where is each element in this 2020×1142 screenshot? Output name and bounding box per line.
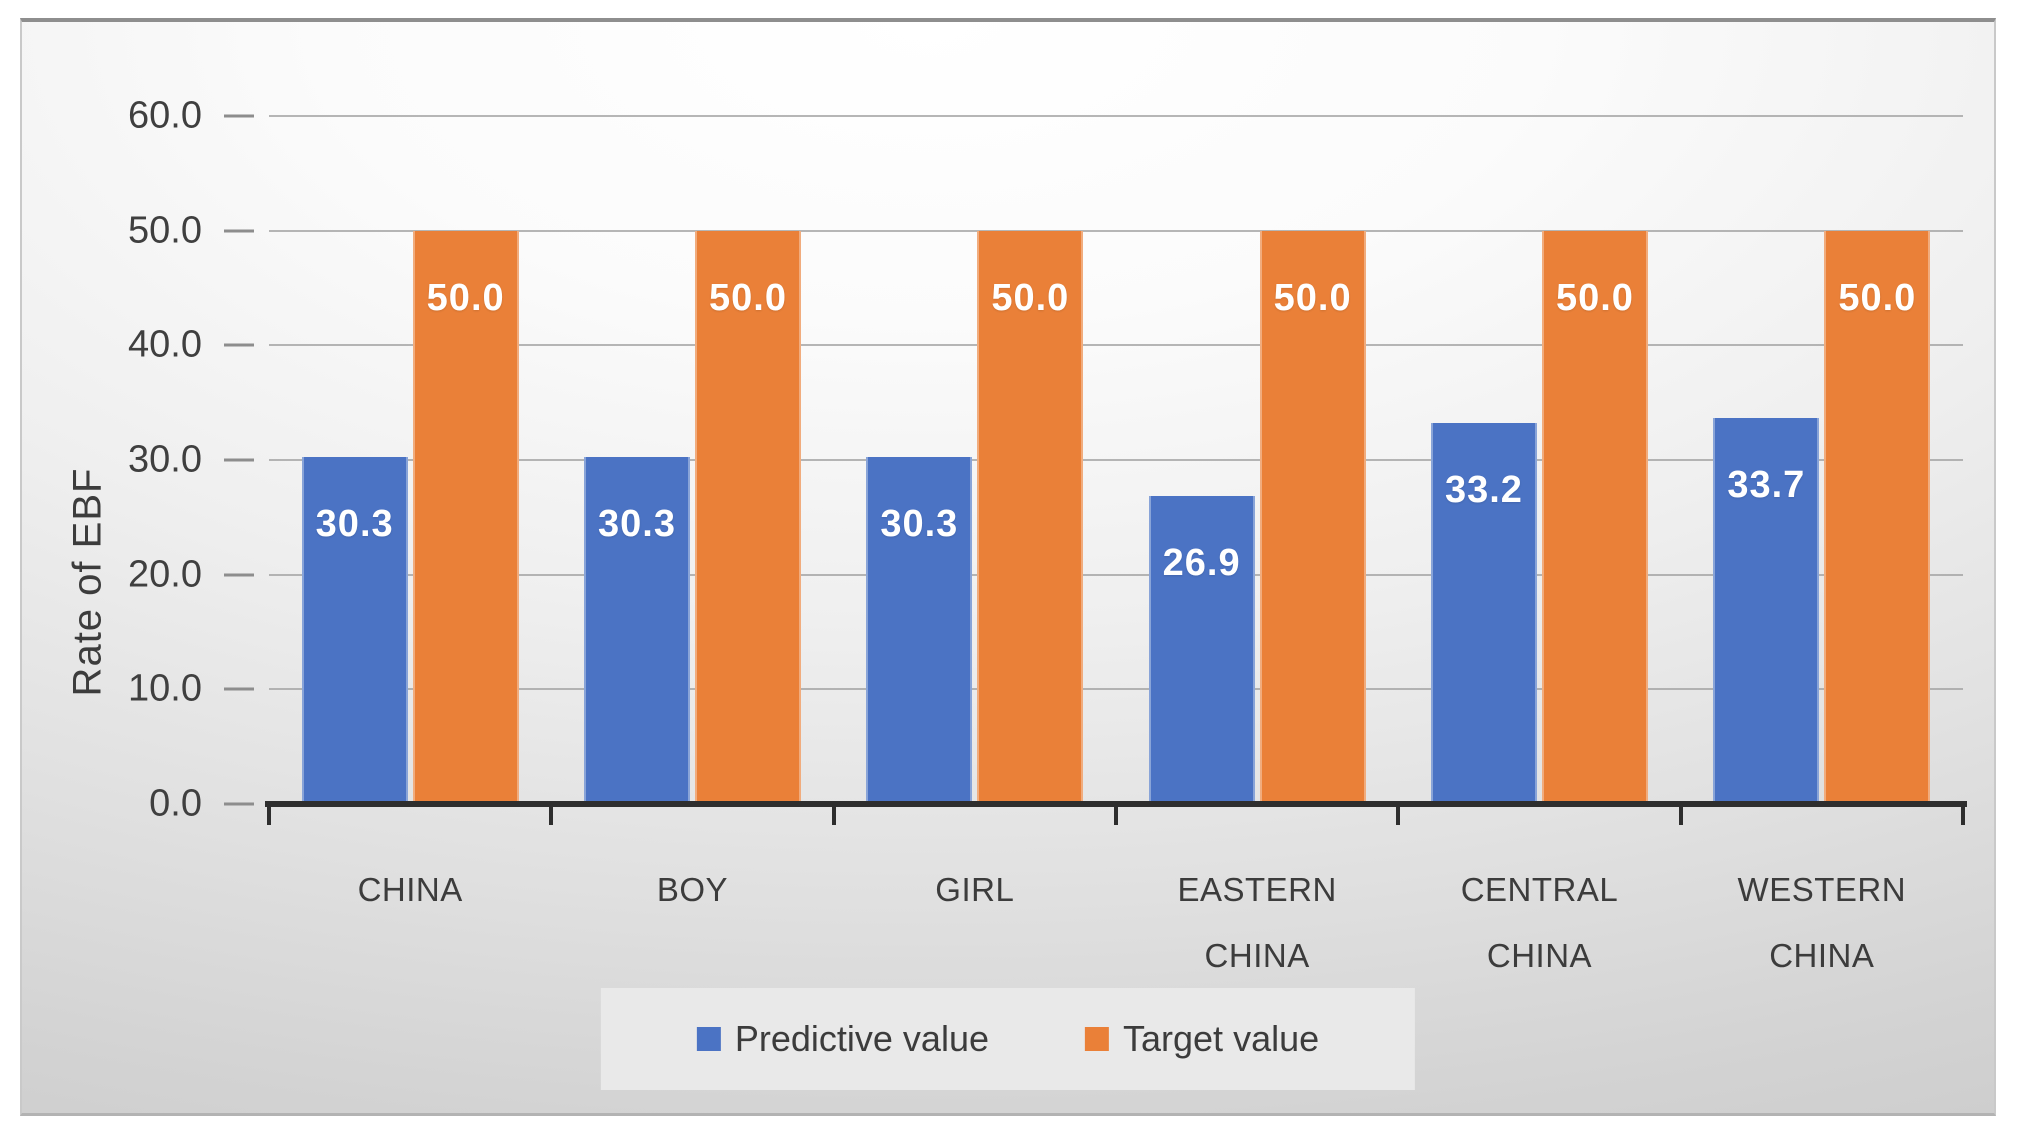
x-category-label-western-china: WESTERN CHINA [1681, 857, 1963, 989]
bar-predictive-value-eastern-china: 26.9 [1148, 495, 1255, 804]
gridline [269, 459, 1963, 461]
bar-value-label: 30.3 [315, 502, 394, 545]
legend-label-predictive-value: Predictive value [734, 1018, 990, 1059]
y-axis-tick-mark [224, 458, 254, 462]
bar-predictive-value-western-china: 33.7 [1713, 417, 1820, 804]
x-category-label-text: GIRL [935, 871, 1015, 908]
x-axis [265, 801, 1967, 827]
y-tick-label: 10.0 [128, 667, 202, 710]
chart-legend: Predictive value Target value [600, 988, 1416, 1090]
y-axis-tick-labels: 0.0 10.0 20.0 30.0 40.0 50.0 60.0 [50, 95, 202, 825]
bar-group-china: 30.3 50.0 [269, 116, 551, 804]
bar-predictive-value-girl: 30.3 [866, 456, 973, 804]
x-axis-category-labels: CHINA BOY GIRL EASTERN CHINA CENTRAL CHINA WE… [269, 857, 1963, 989]
bar-value-label: 50.0 [426, 276, 505, 319]
x-category-label-text: CHINA [357, 871, 463, 908]
bar-value-label: 50.0 [1555, 276, 1634, 319]
legend-label-target-value: Target value [1123, 1018, 1320, 1059]
y-tick-label: 60.0 [128, 94, 202, 137]
legend-swatch-predictive-value [696, 1027, 721, 1051]
x-axis-tick-mark [549, 805, 554, 825]
gridline [269, 229, 1963, 232]
bar-target-value-china: 50.0 [412, 230, 519, 804]
bar-group-boy: 30.3 50.0 [551, 116, 833, 804]
y-tick-label: 30.0 [128, 438, 202, 481]
x-axis-tick-mark [1396, 805, 1401, 825]
bar-value-label: 30.3 [598, 502, 676, 545]
x-axis-tick-mark [1961, 805, 1965, 825]
x-axis-tick-mark [831, 805, 836, 825]
bar-predictive-value-china: 30.3 [301, 456, 408, 804]
y-tick-label: 50.0 [128, 209, 202, 252]
x-axis-line [265, 801, 1967, 807]
legend-item-target-value: Target value [1085, 1018, 1319, 1060]
legend-swatch-target-value [1085, 1027, 1110, 1051]
bar-groups: 30.3 50.0 30.3 50.0 30.3 50.0 26.9 50.0 33.2 50.0… [269, 116, 1963, 804]
x-category-label-text: BOY [656, 871, 729, 908]
x-category-label-boy: BOY [551, 857, 833, 989]
y-axis-tick-marks [224, 114, 254, 806]
y-axis-tick-mark [224, 802, 254, 806]
bar-group-western-china: 33.7 50.0 [1681, 116, 1963, 804]
bar-value-label: 33.7 [1727, 463, 1806, 506]
bar-group-central-china: 33.2 50.0 [1398, 116, 1680, 804]
bar-value-label: 50.0 [1273, 276, 1352, 319]
y-tick-label: 0.0 [149, 782, 202, 825]
y-axis-tick-mark [224, 114, 254, 118]
legend-item-predictive-value: Predictive value [696, 1018, 990, 1060]
x-axis-tick-mark [267, 805, 271, 825]
bar-value-label: 33.2 [1444, 469, 1523, 512]
bar-value-label: 50.0 [709, 276, 787, 319]
y-axis-tick-mark [224, 229, 254, 233]
gridline [269, 688, 1963, 691]
x-category-label-text: CENTRAL CHINA [1460, 871, 1619, 974]
bar-value-label: 30.3 [880, 502, 959, 545]
x-category-label-text: WESTERN CHINA [1737, 871, 1907, 974]
bar-group-girl: 30.3 50.0 [834, 116, 1116, 804]
bar-value-label: 50.0 [1838, 276, 1917, 319]
bar-target-value-boy: 50.0 [694, 230, 801, 804]
bar-predictive-value-central-china: 33.2 [1430, 423, 1537, 804]
x-category-label-eastern-china: EASTERN CHINA [1116, 857, 1398, 989]
x-category-label-central-china: CENTRAL CHINA [1398, 857, 1680, 989]
x-category-label-text: EASTERN CHINA [1177, 871, 1337, 974]
x-category-label-china: CHINA [269, 857, 551, 989]
x-axis-tick-mark [1678, 805, 1683, 825]
bar-target-value-central-china: 50.0 [1541, 230, 1648, 804]
x-axis-tick-mark [1114, 805, 1118, 825]
bar-target-value-girl: 50.0 [977, 230, 1084, 804]
bar-chart: Rate of EBF 0.0 10.0 20.0 30.0 40.0 50.0 60.0 … [20, 18, 1996, 1116]
bar-predictive-value-boy: 30.3 [583, 456, 690, 804]
y-axis-tick-mark [224, 687, 254, 691]
gridline [269, 115, 1963, 117]
y-tick-label: 20.0 [128, 553, 202, 596]
bar-value-label: 26.9 [1162, 541, 1241, 584]
y-axis-tick-mark [224, 573, 254, 577]
bar-target-value-western-china: 50.0 [1824, 230, 1931, 804]
bar-value-label: 50.0 [991, 276, 1070, 319]
gridline [269, 344, 1963, 347]
bar-target-value-eastern-china: 50.0 [1259, 230, 1366, 804]
gridline [269, 573, 1963, 576]
x-category-label-girl: GIRL [834, 857, 1116, 989]
y-axis-tick-mark [224, 343, 254, 347]
plot-area: 30.3 50.0 30.3 50.0 30.3 50.0 26.9 50.0 33.2 50.0… [269, 115, 1963, 804]
y-tick-label: 40.0 [128, 323, 202, 366]
bar-group-eastern-china: 26.9 50.0 [1116, 116, 1398, 804]
